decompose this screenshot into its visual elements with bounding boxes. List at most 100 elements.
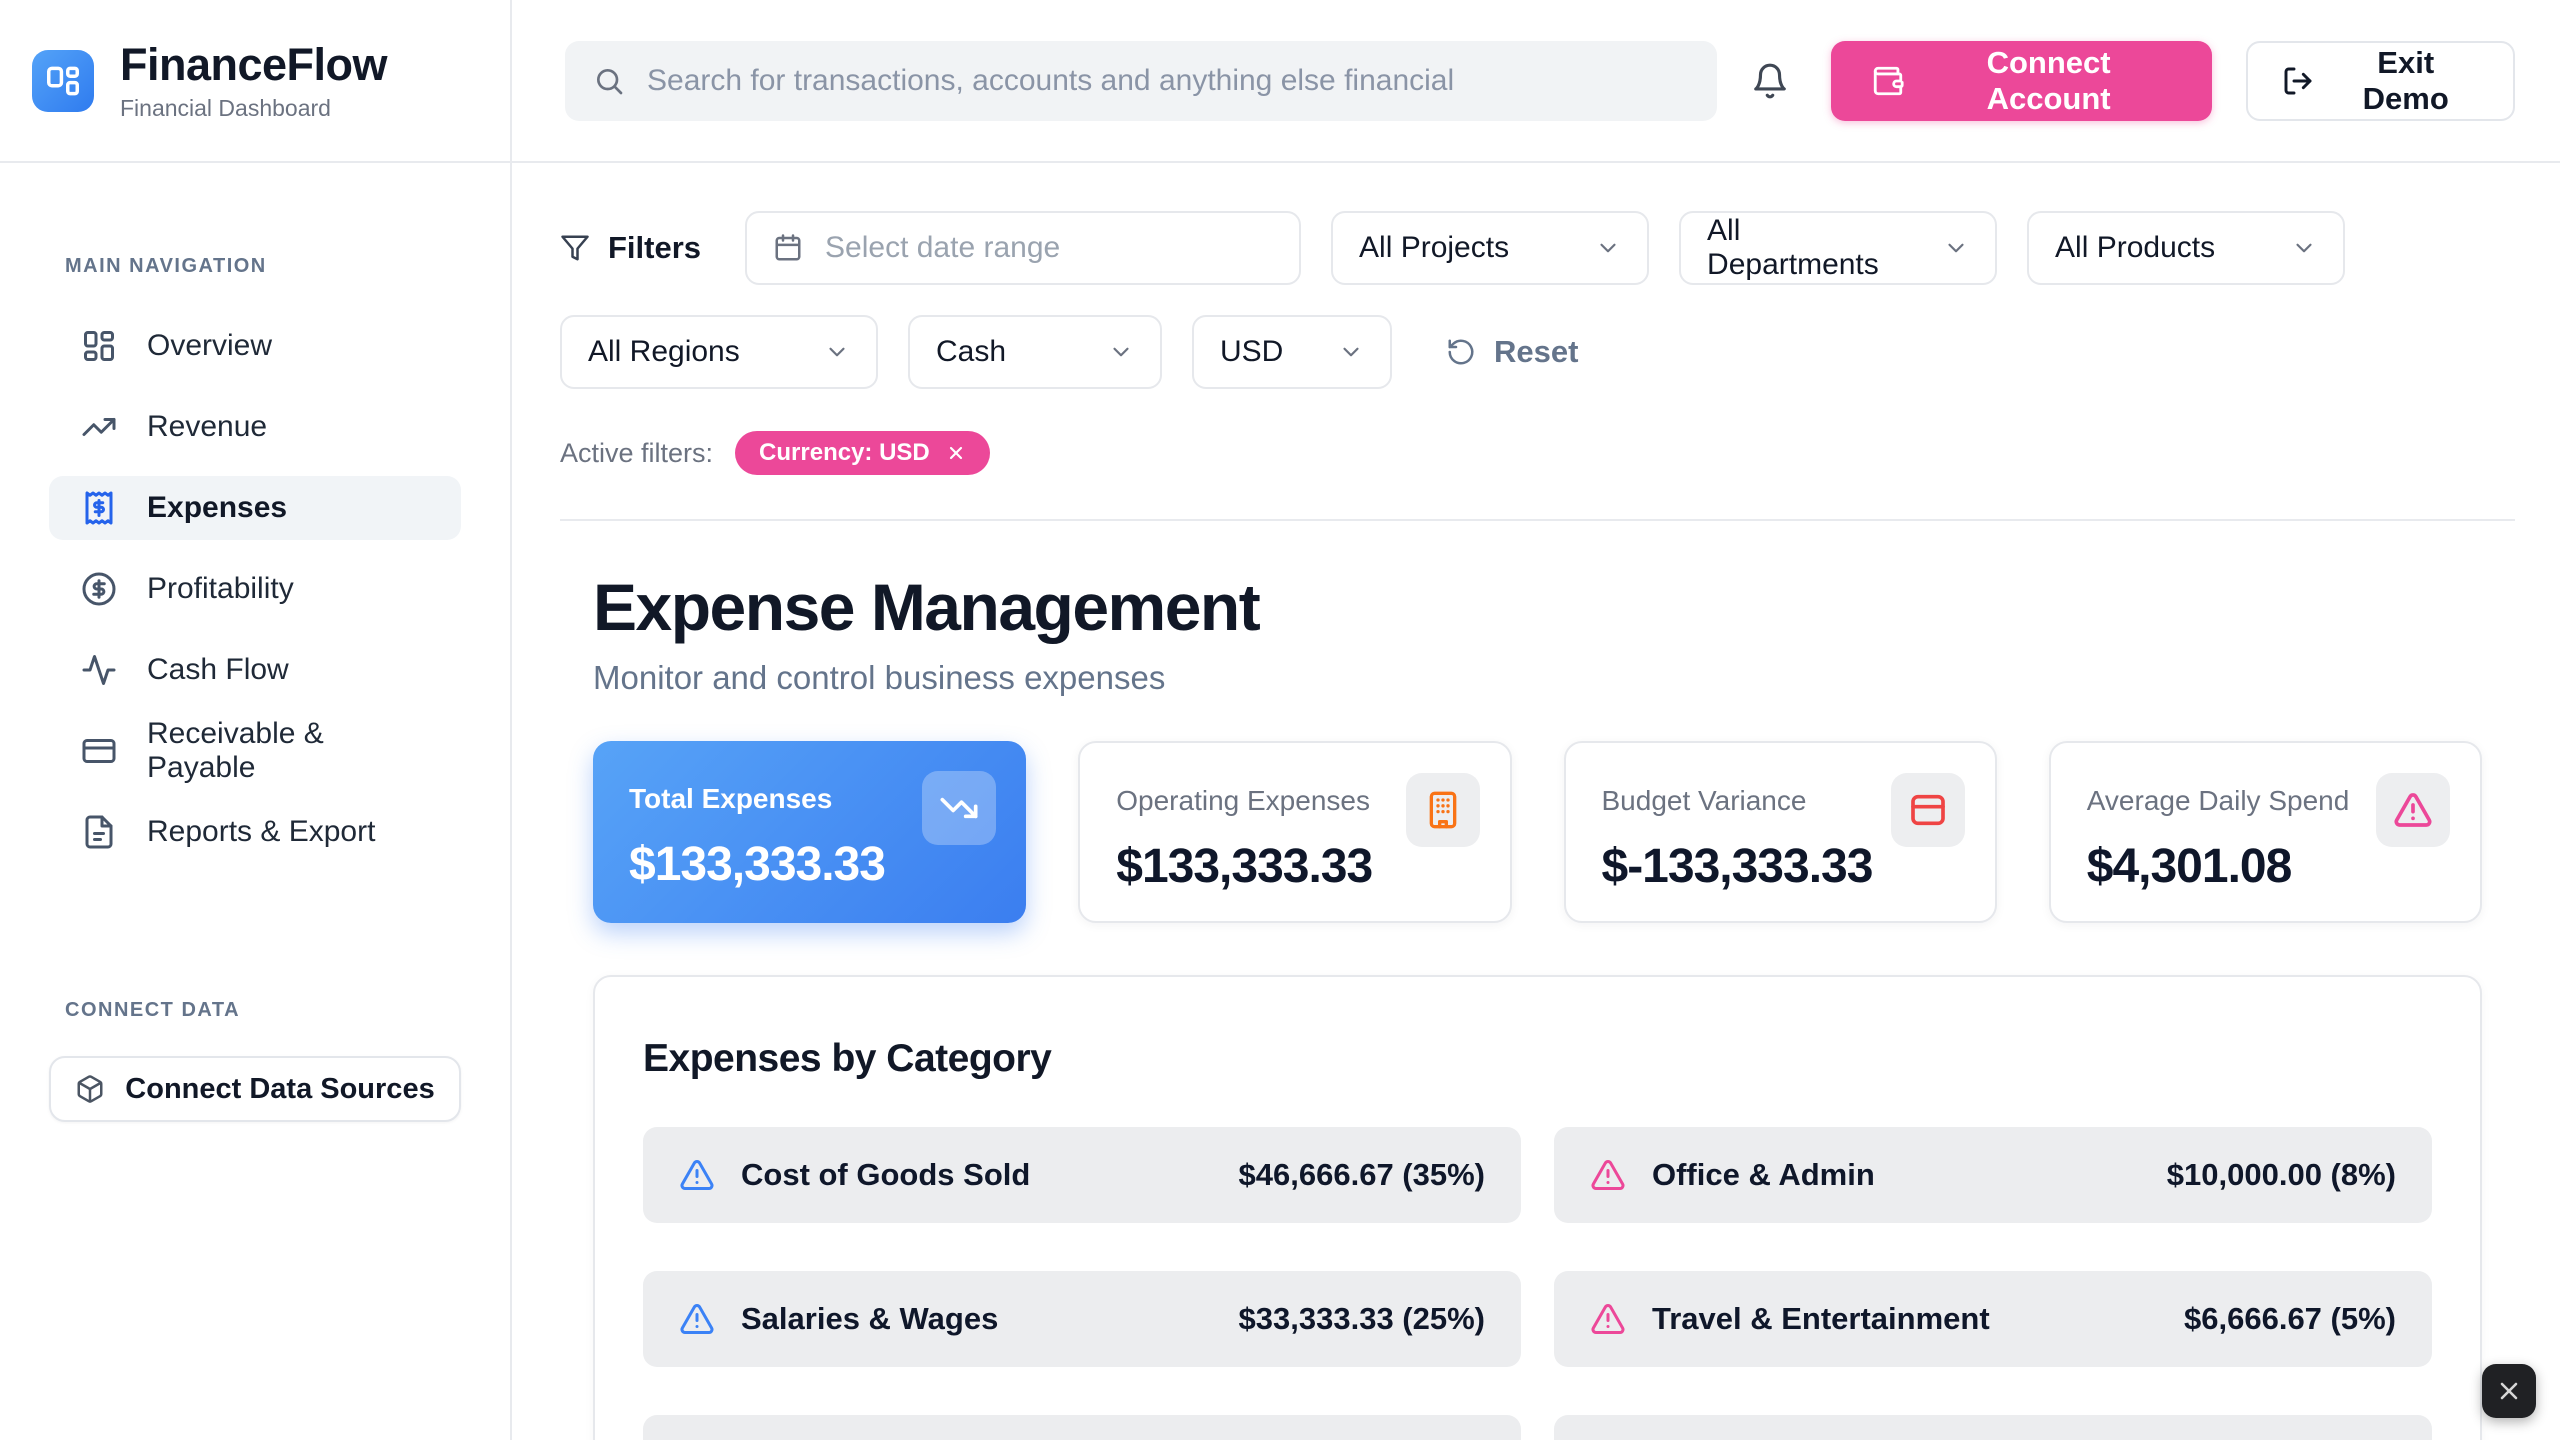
app-title: FinanceFlow (120, 39, 388, 90)
connect-data-sources-label: Connect Data Sources (125, 1072, 435, 1105)
brand-text: FinanceFlow Financial Dashboard (120, 39, 388, 122)
notifications-button[interactable] (1751, 62, 1789, 100)
chevron-down-icon (1338, 339, 1364, 365)
date-range-input[interactable]: Select date range (745, 211, 1302, 285)
close-icon (2495, 1377, 2523, 1405)
kpi-card-operating-expenses[interactable]: Operating Expenses $133,333.33 (1078, 741, 1512, 923)
connect-account-label: Connect Account (1986, 44, 2111, 116)
sidebar-item-label: Revenue (147, 410, 268, 443)
chevron-down-icon (2291, 235, 2317, 261)
close-icon[interactable] (946, 443, 966, 463)
kpi-value: $133,333.33 (1116, 840, 1373, 893)
connect-data-heading: CONNECT DATA (65, 999, 241, 1021)
building-icon (1405, 773, 1480, 847)
trending-up-icon (81, 409, 117, 445)
funnel-icon (560, 233, 590, 263)
chevron-down-icon (1595, 235, 1621, 261)
main-area: Connect Account Exit Demo Filters Select… (512, 0, 2560, 1440)
sidebar-item-label: Overview (147, 329, 273, 362)
kpi-grid: Total Expenses $133,333.33 Operating Exp… (593, 741, 2482, 923)
category-row-professional-services: Professional Services $3,333.33 (3%) (1554, 1415, 2432, 1440)
filters-title: Filters (608, 230, 702, 265)
filters-row-1: Filters Select date range All Projects A… (560, 211, 2515, 285)
chevron-down-icon (1108, 339, 1134, 365)
exit-demo-label: Exit Demo (2362, 44, 2449, 116)
currency-select-value: USD (1220, 335, 1284, 368)
projects-select-value: All Projects (1359, 231, 1510, 264)
main-navigation: MAIN NAVIGATION Overview Revenue Expense… (0, 163, 510, 881)
connect-account-button[interactable]: Connect Account (1830, 40, 2213, 121)
chevron-down-icon (1943, 235, 1969, 261)
payment-method-select[interactable]: Cash (908, 315, 1162, 389)
products-select-value: All Products (2055, 231, 2216, 264)
sidebar-item-cash-flow[interactable]: Cash Flow (49, 638, 461, 702)
sidebar-item-revenue[interactable]: Revenue (49, 395, 461, 459)
date-range-placeholder: Select date range (825, 231, 1061, 264)
calendar-icon (773, 233, 803, 263)
category-row-cost-of-goods-sold: Cost of Goods Sold $46,666.67 (35%) (643, 1127, 1521, 1223)
projects-select[interactable]: All Projects (1331, 211, 1650, 285)
products-select[interactable]: All Products (2027, 211, 2346, 285)
sidebar-item-receivable-payable[interactable]: Receivable & Payable (49, 717, 461, 784)
alert-triangle-icon (679, 1301, 715, 1337)
departments-select-value: All Departments (1707, 214, 1879, 281)
kpi-value: $-133,333.33 (1601, 840, 1874, 893)
sidebar-item-label: Cash Flow (147, 653, 289, 686)
active-filters: Active filters: Currency: USD (560, 431, 2515, 475)
kpi-value: $4,301.08 (2086, 840, 2293, 893)
alert-triangle-icon (679, 1157, 715, 1193)
category-name: Salaries & Wages (741, 1301, 999, 1336)
close-overlay-button[interactable] (2482, 1364, 2536, 1418)
connect-data-sources-button[interactable]: Connect Data Sources (49, 1056, 461, 1122)
currency-select[interactable]: USD (1192, 315, 1392, 389)
filters-row-2: All Regions Cash USD (560, 315, 2515, 389)
category-grid: Cost of Goods Sold $46,666.67 (35%) Offi… (643, 1127, 2432, 1440)
alert-triangle-icon (1590, 1301, 1626, 1337)
circle-dollar-icon (81, 571, 117, 607)
kpi-label: Total Expenses (629, 783, 833, 814)
category-name: Travel & Entertainment (1652, 1301, 1990, 1336)
page-subtitle: Monitor and control business expenses (593, 659, 1166, 696)
kpi-card-budget-variance[interactable]: Budget Variance $-133,333.33 (1563, 741, 1997, 923)
expenses-by-category-title: Expenses by Category (643, 1037, 1052, 1080)
sidebar-item-label: Receivable & Payable (147, 717, 324, 784)
kpi-card-average-daily-spend[interactable]: Average Daily Spend $4,301.08 (2048, 741, 2482, 923)
page-title: Expense Management (593, 570, 1261, 644)
active-filters-label: Active filters: (560, 437, 714, 468)
filters-label: Filters (560, 230, 701, 266)
category-name: Office & Admin (1652, 1157, 1875, 1192)
sidebar-item-label: Reports & Export (147, 815, 376, 848)
regions-select-value: All Regions (588, 335, 740, 368)
sidebar-item-reports-export[interactable]: Reports & Export (49, 800, 461, 864)
sidebar-item-profitability[interactable]: Profitability (49, 557, 461, 621)
active-filter-chip-label: Currency: USD (759, 439, 930, 466)
bell-icon (1751, 62, 1789, 100)
sidebar-item-label: Expenses (147, 491, 288, 524)
app-logo-icon (32, 49, 94, 112)
search-icon (593, 65, 625, 97)
divider (560, 519, 2515, 521)
departments-select[interactable]: All Departments (1679, 211, 1998, 285)
sidebar-item-label: Profitability (147, 572, 294, 605)
active-filter-chip-currency[interactable]: Currency: USD (735, 431, 990, 475)
sidebar-item-expenses[interactable]: Expenses (49, 476, 461, 540)
credit-card-icon (1890, 773, 1965, 847)
receipt-icon (81, 490, 117, 526)
package-icon (75, 1074, 105, 1104)
search-box[interactable] (565, 40, 1717, 121)
payment-method-value: Cash (936, 335, 1007, 368)
regions-select[interactable]: All Regions (560, 315, 878, 389)
sidebar-item-overview[interactable]: Overview (49, 314, 461, 378)
sidebar: FinanceFlow Financial Dashboard MAIN NAV… (0, 0, 512, 1440)
page-inner: Expense Management Monitor and control b… (560, 569, 2515, 1440)
search-input[interactable] (647, 63, 1689, 98)
alert-triangle-icon (1590, 1157, 1626, 1193)
expenses-by-category-card: Expenses by Category Cost of Goods Sold … (593, 975, 2482, 1440)
reset-filters-button[interactable]: Reset (1446, 334, 1578, 370)
category-value: $33,333.33 (25%) (1238, 1301, 1485, 1336)
kpi-card-total-expenses[interactable]: Total Expenses $133,333.33 (593, 741, 1027, 923)
exit-demo-button[interactable]: Exit Demo (2246, 40, 2515, 121)
category-row-salaries-wages: Salaries & Wages $33,333.33 (25%) (643, 1271, 1521, 1367)
kpi-label: Budget Variance (1601, 785, 1807, 816)
category-row-marketing: Marketing $20,000.00 (15%) (643, 1415, 1521, 1440)
